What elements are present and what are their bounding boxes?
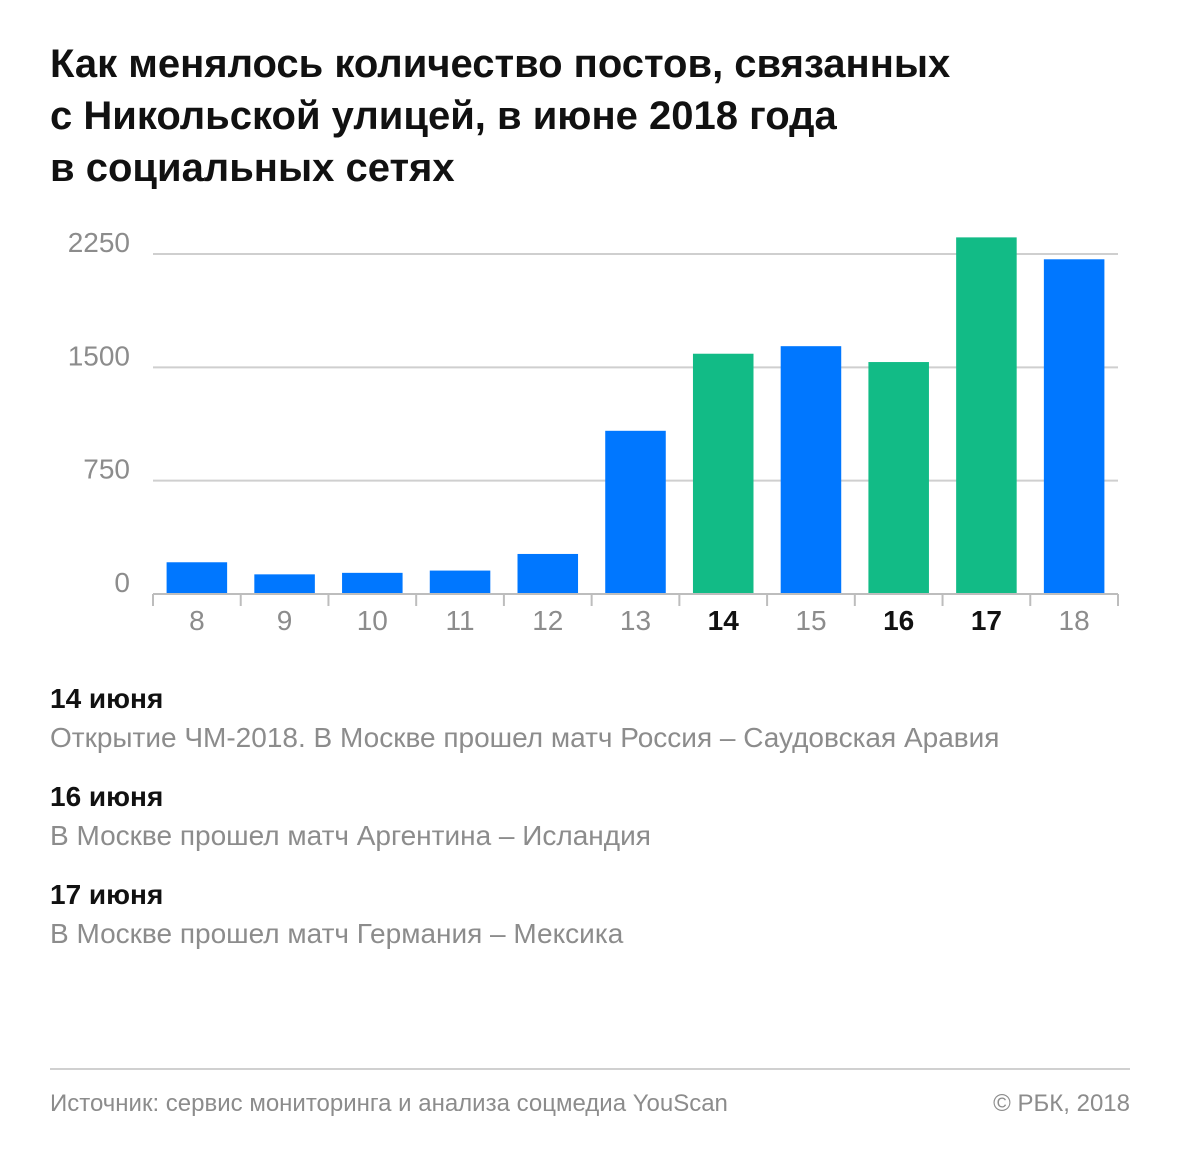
bar-15 [780,346,842,594]
bar-14 [692,353,754,594]
note-title: 14 июня [50,683,164,714]
x-tick-label: 10 [357,605,388,636]
x-axis [152,593,1119,606]
bar-18 [1043,259,1105,594]
footer-divider [50,1068,1130,1070]
x-tick-labels: 8 9 10 11 12 13 14 15 16 17 18 [189,605,1090,636]
bar-9 [254,574,315,594]
annotations: 14 июня Открытие ЧМ-2018. В Москве проше… [50,680,1130,974]
bar-17 [956,237,1017,594]
x-tick-label: 12 [532,605,563,636]
note-june-14: 14 июня Открытие ЧМ-2018. В Москве проше… [50,680,1130,758]
bar-10 [342,572,403,594]
x-tick-label: 16 [883,605,914,636]
copyright-text: © РБК, 2018 [993,1090,1130,1117]
note-text: В Москве прошел матч Аргентина – Исланди… [50,820,651,851]
note-title: 16 июня [50,781,164,812]
bar-16 [868,362,929,594]
x-tick-label: 17 [971,605,1002,636]
x-tick-label: 11 [446,605,475,636]
note-june-17: 17 июня В Москве прошел матч Германия – … [50,876,1130,954]
bar-chart: 0 750 1500 2250 8 9 10 11 12 13 14 15 16 17 18 [68,227,1119,636]
x-tick-label: 9 [277,605,293,636]
x-tick-label: 13 [620,605,651,636]
y-tick-label: 2250 [68,227,130,258]
note-text: В Москве прошел матч Германия – Мексика [50,918,624,949]
bar-12 [517,553,579,594]
bar-13 [605,430,666,594]
bars [166,237,1105,594]
note-title: 17 июня [50,879,164,910]
x-tick-label: 14 [708,605,740,636]
source-text: Источник: сервис мониторинга и анализа с… [50,1090,728,1117]
note-text: Открытие ЧМ-2018. В Москве прошел матч Р… [50,722,1000,753]
title-line-3: в социальных сетях [50,146,455,190]
x-tick-label: 8 [189,605,205,636]
note-june-16: 16 июня В Москве прошел матч Аргентина –… [50,778,1130,856]
y-tick-label: 0 [114,567,130,598]
x-tick-label: 15 [795,605,826,636]
bar-8 [166,562,228,594]
y-tick-labels: 0 750 1500 2250 [68,227,130,598]
title-line-1: Как менялось количество постов, связанны… [50,42,951,86]
x-tick-label: 18 [1059,605,1090,636]
y-tick-label: 750 [83,454,130,485]
y-tick-label: 1500 [68,340,130,371]
bar-11 [429,570,491,594]
title-line-2: с Никольской улицей, в июне 2018 года [50,94,837,138]
chart-title: Как менялось количество постов, связанны… [50,38,1130,194]
